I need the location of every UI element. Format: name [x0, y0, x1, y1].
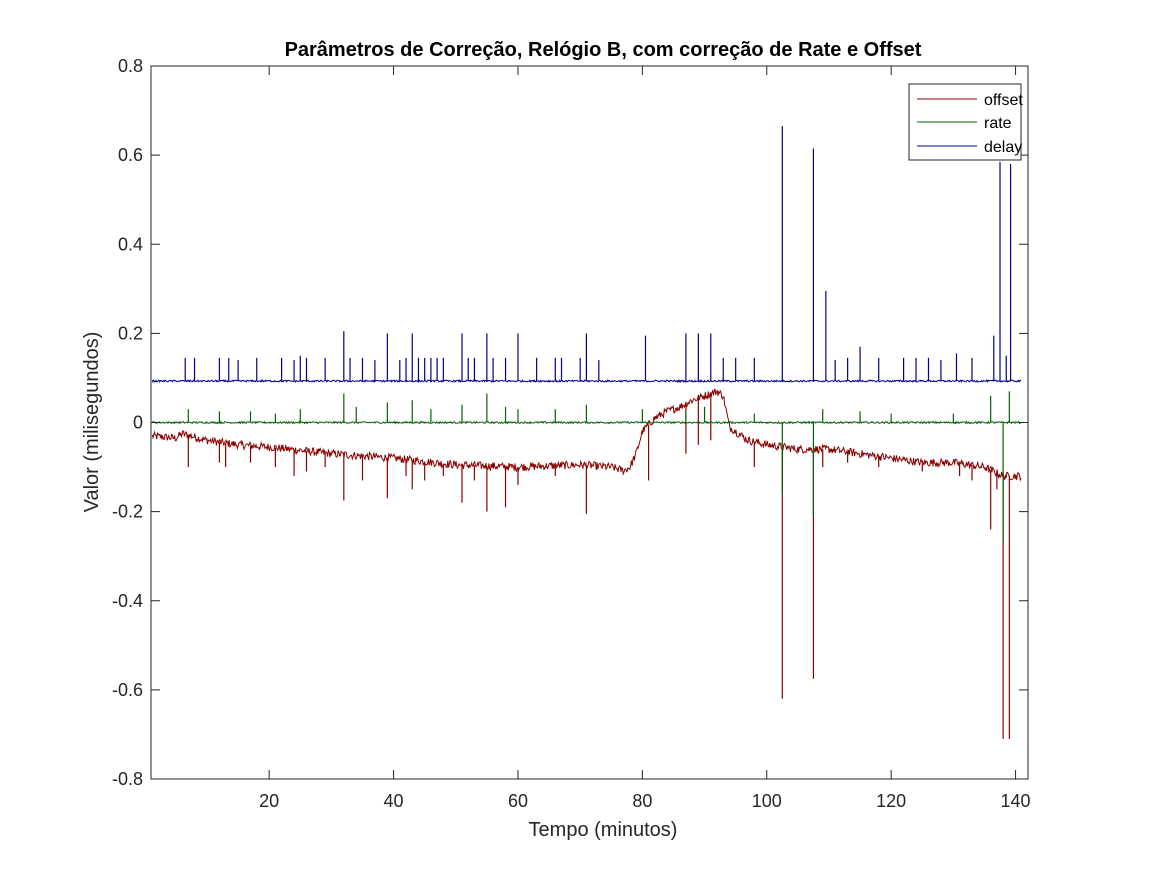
series-offset [151, 388, 1022, 739]
y-tick-label: 0.4 [118, 234, 143, 254]
legend: offset rate delay [908, 83, 1023, 161]
y-axis-label: Valor (milisegundos) [81, 332, 103, 513]
series-rate [151, 391, 1022, 543]
y-tick-label: 0.2 [118, 323, 143, 343]
x-tick-label: 20 [259, 791, 279, 811]
x-tick-label: 100 [752, 791, 782, 811]
y-tick-label: 0.8 [118, 56, 143, 76]
x-tick-label: 40 [384, 791, 404, 811]
y-tick-label: -0.2 [112, 502, 143, 522]
y-tick-label: 0 [133, 413, 143, 433]
legend-label-delay: delay [984, 139, 1022, 156]
x-axis-label: Tempo (minutos) [529, 819, 678, 841]
legend-label-rate: rate [984, 115, 1012, 132]
legend-label-offset: offset [984, 92, 1023, 109]
y-tick-label: -0.4 [112, 591, 143, 611]
y-tick-label: 0.6 [118, 145, 143, 165]
x-tick-label: 60 [508, 791, 528, 811]
chart-title: Parâmetros de Correção, Relógio B, com c… [285, 39, 922, 61]
series-delay [151, 126, 1022, 384]
y-tick-label: -0.8 [112, 769, 143, 789]
x-tick-label: 120 [876, 791, 906, 811]
x-tick-label: 140 [1001, 791, 1031, 811]
y-tick-label: -0.6 [112, 680, 143, 700]
x-tick-label: 80 [632, 791, 652, 811]
